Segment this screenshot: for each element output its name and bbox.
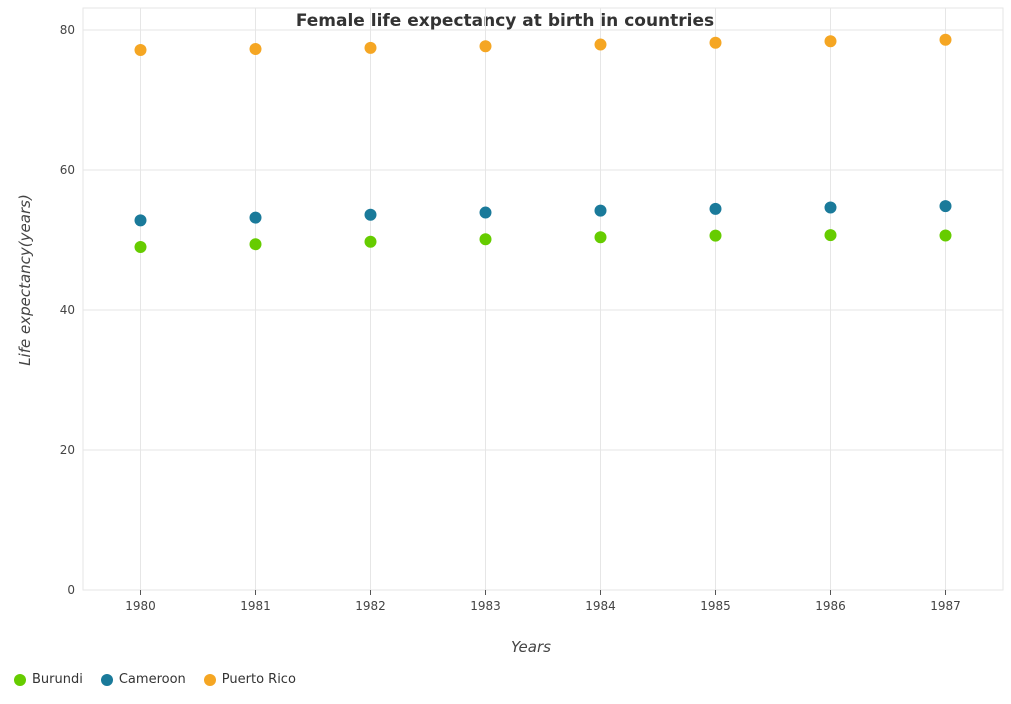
legend-label: Burundi: [32, 672, 83, 687]
grid: [82, 7, 1004, 591]
data-points: [134, 33, 952, 253]
point-burundi: [824, 229, 837, 242]
x-tick-label: 1982: [355, 599, 386, 613]
point-puerto-rico: [594, 38, 607, 51]
y-tick-label: 0: [67, 583, 75, 597]
x-tick-label: 1985: [700, 599, 731, 613]
point-puerto-rico: [939, 33, 952, 46]
axes: 0 20 40 60 80 1980 1981 1982 1983 1984 1985 1986 198…: [60, 23, 961, 613]
legend-label: Puerto Rico: [221, 672, 296, 687]
legend-item: Cameroon: [100, 672, 186, 687]
point-cameroon: [824, 201, 837, 214]
legend-item: Puerto Rico: [203, 672, 296, 687]
x-tick-label: 1980: [125, 599, 156, 613]
point-cameroon: [939, 200, 952, 213]
point-puerto-rico: [709, 36, 722, 49]
point-burundi: [249, 238, 262, 251]
x-tick-label: 1987: [930, 599, 961, 613]
point-puerto-rico: [479, 40, 492, 53]
x-tick-label: 1983: [470, 599, 501, 613]
point-burundi: [594, 231, 607, 244]
point-burundi: [709, 229, 722, 242]
y-tick-label: 40: [60, 303, 75, 317]
point-puerto-rico: [134, 43, 147, 56]
legend-label: Cameroon: [118, 672, 186, 687]
chart-title: Female life expectancy at birth in count…: [296, 11, 714, 31]
point-burundi: [479, 233, 492, 246]
point-cameroon: [709, 202, 722, 215]
legend-item: Burundi: [14, 672, 83, 687]
x-axis-label: Years: [511, 638, 551, 656]
point-burundi: [939, 229, 952, 242]
y-tick-label: 60: [60, 163, 75, 177]
point-puerto-rico: [364, 41, 377, 54]
point-burundi: [134, 241, 147, 253]
point-cameroon: [249, 211, 262, 224]
x-tick-label: 1986: [815, 599, 846, 613]
legend: Burundi Cameroon Puerto Rico: [14, 672, 296, 687]
point-cameroon: [594, 204, 607, 217]
point-puerto-rico: [249, 43, 262, 56]
legend-swatch: [14, 673, 26, 686]
point-cameroon: [364, 208, 377, 221]
legend-swatch: [100, 673, 113, 686]
legend-swatch: [203, 673, 216, 686]
point-cameroon: [479, 206, 492, 219]
point-puerto-rico: [824, 35, 837, 48]
x-tick-label: 1984: [585, 599, 616, 613]
point-burundi: [364, 235, 377, 248]
y-tick-label: 20: [60, 443, 75, 457]
point-cameroon: [134, 214, 147, 227]
y-tick-label: 80: [60, 23, 75, 37]
y-axis-label: Life expectancy(years): [16, 194, 34, 366]
plot-frame: [82, 7, 1004, 591]
x-tick-label: 1981: [240, 599, 271, 613]
